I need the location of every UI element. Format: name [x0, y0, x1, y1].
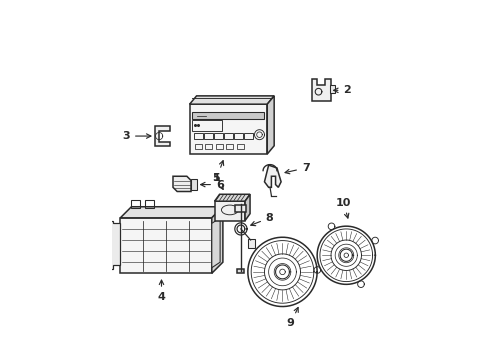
Polygon shape [211, 218, 220, 268]
Bar [213, 133, 223, 139]
Bar [329, 85, 334, 93]
Bar [194, 144, 202, 149]
Bar [215, 144, 223, 149]
Bar [243, 133, 252, 139]
Bar [192, 120, 222, 131]
Text: 7: 7 [285, 163, 309, 174]
Bar [214, 201, 244, 221]
Text: 3: 3 [122, 131, 151, 141]
Bar [189, 104, 267, 154]
Bar [236, 144, 244, 149]
Bar [226, 144, 233, 149]
Polygon shape [155, 126, 170, 146]
Polygon shape [191, 179, 196, 190]
Bar [120, 218, 211, 273]
Text: 6: 6 [200, 180, 224, 190]
Polygon shape [311, 79, 330, 102]
Text: 4: 4 [157, 280, 165, 302]
Bar [192, 112, 264, 120]
Polygon shape [173, 176, 191, 192]
Bar [224, 133, 232, 139]
Bar [203, 133, 212, 139]
Text: 2: 2 [333, 85, 350, 95]
Bar [205, 144, 212, 149]
Text: 1: 1 [212, 161, 223, 183]
Polygon shape [267, 96, 274, 154]
Polygon shape [244, 194, 249, 221]
Text: 10: 10 [335, 198, 350, 218]
Polygon shape [120, 207, 223, 218]
Text: 9: 9 [286, 307, 298, 328]
Polygon shape [189, 96, 274, 104]
Polygon shape [264, 165, 281, 187]
Polygon shape [109, 221, 120, 269]
Bar [233, 133, 243, 139]
Bar [237, 269, 244, 273]
Text: 8: 8 [250, 213, 273, 226]
Text: 5: 5 [212, 173, 223, 189]
Polygon shape [214, 194, 249, 201]
Bar [235, 205, 246, 212]
Polygon shape [211, 207, 223, 273]
Bar [247, 239, 254, 248]
Bar [193, 133, 203, 139]
